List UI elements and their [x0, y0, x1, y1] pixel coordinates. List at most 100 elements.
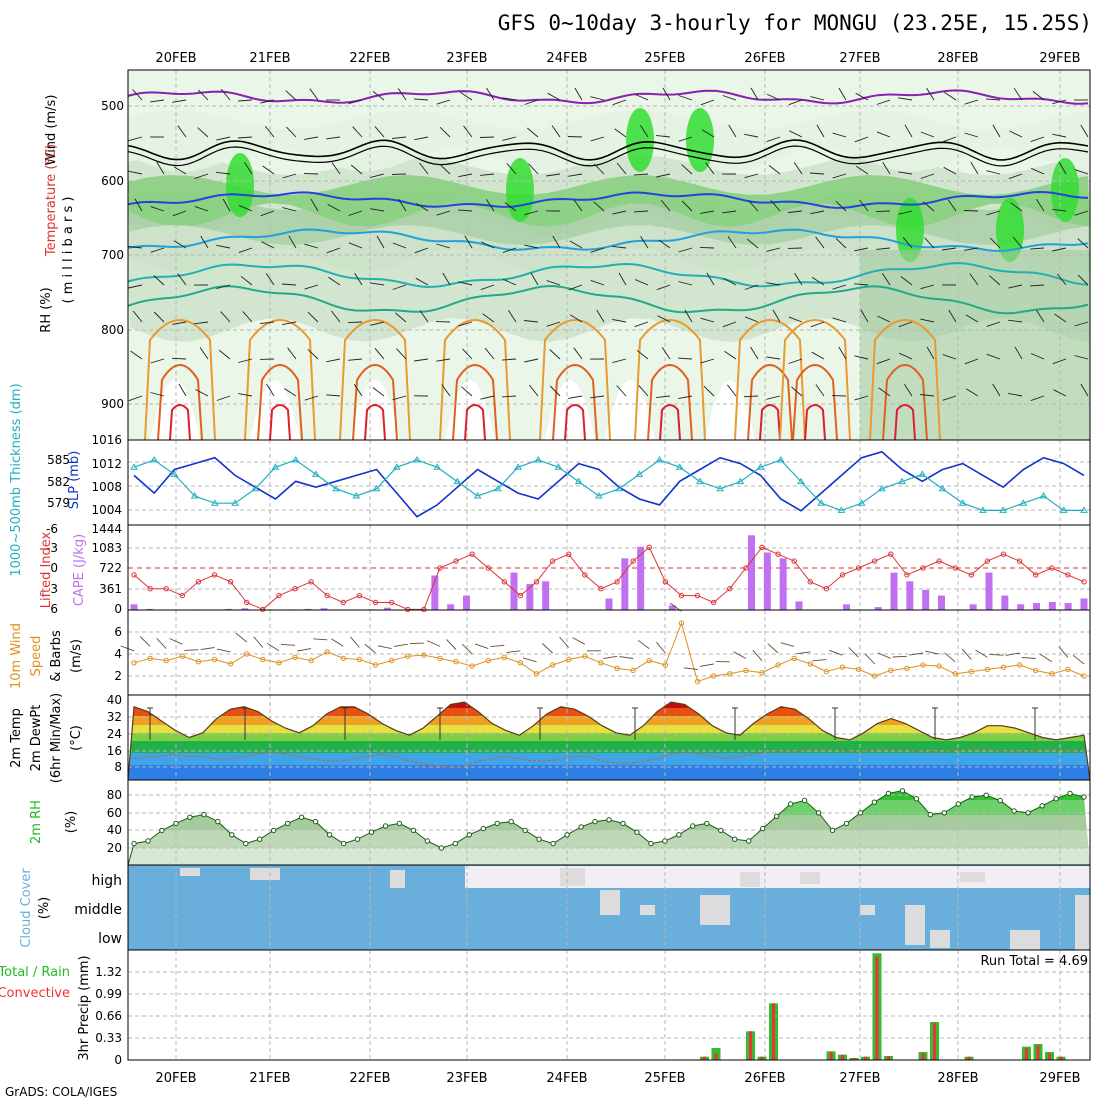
thickness-label: 1000~500mb Thickness (dm) — [9, 383, 24, 576]
lifted-index-marker — [662, 579, 669, 585]
thickness-marker — [696, 477, 704, 485]
cloud-clear-patch — [180, 868, 200, 876]
wind-barb-10m — [156, 637, 167, 649]
wind-speed-marker — [517, 660, 524, 666]
wind-speed-marker — [614, 665, 620, 671]
rh-marker — [718, 827, 724, 834]
rh-marker — [634, 829, 640, 835]
cape-tick-label: 361 — [99, 582, 122, 596]
cape-bar — [431, 575, 439, 610]
wind-barb — [744, 284, 759, 290]
rh-marker — [438, 845, 445, 851]
dry-plume — [705, 380, 755, 440]
wind-barb — [965, 388, 979, 397]
wind-speed-marker — [163, 657, 169, 664]
wind-barb — [794, 272, 803, 286]
cloud-clear-patch — [740, 872, 760, 887]
wind-barb — [153, 275, 165, 286]
wind-speed-marker — [823, 668, 830, 675]
wind-barb — [442, 272, 451, 286]
precip-convective-bar — [852, 1058, 856, 1060]
rh-marker — [843, 820, 850, 827]
lifted-index-marker — [1065, 572, 1071, 578]
wind-barb — [326, 136, 341, 140]
cape-bar — [1080, 598, 1088, 610]
rh-marker — [648, 840, 654, 847]
wind-barb — [216, 171, 231, 175]
wind-barb — [327, 204, 341, 212]
wind-barb — [307, 348, 319, 360]
wind-barb — [501, 395, 517, 398]
thickness-marker — [534, 456, 543, 463]
wind-barb — [282, 173, 297, 179]
wind-barb — [705, 162, 715, 175]
wind-barb — [660, 199, 671, 212]
wind-speed-marker — [791, 655, 797, 662]
temp-label-3: (6hr Min/Max) — [49, 693, 64, 783]
wind-barb — [750, 346, 759, 360]
lifted-index-marker — [710, 599, 717, 606]
wind-barb — [766, 395, 781, 400]
side-labels: Wind (m/s) Temperature (°C) RH (%) ( m i… — [0, 95, 92, 1061]
wind-barb — [195, 389, 209, 397]
wind-barb — [372, 91, 385, 101]
wind-barb — [943, 166, 957, 175]
wind-barb — [370, 173, 385, 178]
thickness-marker — [372, 484, 381, 492]
cape-bar — [874, 607, 882, 610]
bottom-date-label: 26FEB — [744, 1071, 785, 1086]
wind-barb — [926, 87, 935, 101]
wind-barb — [391, 173, 407, 175]
wind-speed-marker — [936, 663, 942, 669]
wind-barb — [132, 310, 143, 323]
top-date-label: 23FEB — [446, 51, 487, 66]
cloud-clear-patch — [860, 905, 875, 915]
wind-barb — [372, 387, 385, 397]
wind-barb — [681, 164, 693, 175]
wind-speed-marker — [260, 656, 266, 663]
wind-speed-marker — [276, 660, 282, 666]
wind-barb — [832, 132, 847, 138]
wind-barb — [724, 350, 737, 360]
cape-bar — [1048, 602, 1056, 610]
wind-barb — [876, 247, 891, 250]
wind-barb — [354, 272, 363, 286]
isotherm-25-plume — [634, 319, 706, 441]
wind-barb — [304, 395, 319, 401]
wind-speed-marker — [630, 667, 636, 674]
wind-barb — [150, 247, 165, 253]
wind-barb — [964, 247, 979, 251]
precip-frame — [127, 949, 1091, 1061]
rh-high-blob — [226, 153, 254, 217]
precip-tick-label: 1.32 — [95, 965, 122, 979]
wind-barb-10m — [120, 645, 135, 652]
rh-marker — [662, 838, 668, 844]
wind-barb — [657, 315, 671, 323]
cape-bar — [969, 604, 977, 610]
wind-barb — [282, 321, 297, 326]
wind-barb — [370, 282, 385, 286]
thickness-marker — [898, 477, 906, 485]
thickness-marker — [675, 463, 684, 470]
wind-barb-10m — [169, 638, 183, 645]
cape-bar — [906, 581, 914, 610]
thickness-marker — [514, 463, 522, 470]
wind-barb-10m — [603, 655, 618, 660]
lifted-index-marker — [839, 572, 846, 578]
lifted-index-marker — [356, 592, 363, 599]
wind-barb — [942, 354, 957, 360]
wind-speed-marker — [984, 666, 991, 673]
wind-barb — [216, 136, 231, 141]
lifted-index-marker — [888, 551, 894, 557]
wind-barb — [815, 236, 825, 249]
rh-marker — [871, 799, 878, 805]
cape-bar — [938, 595, 945, 610]
wind-barb-10m — [506, 650, 521, 653]
wind-barb — [612, 99, 627, 106]
wind-barb-10m — [490, 644, 505, 648]
wind-barb — [1032, 91, 1045, 101]
wind-barb — [1052, 358, 1067, 365]
wind-barb — [1031, 167, 1045, 175]
wind-barb — [744, 316, 759, 323]
